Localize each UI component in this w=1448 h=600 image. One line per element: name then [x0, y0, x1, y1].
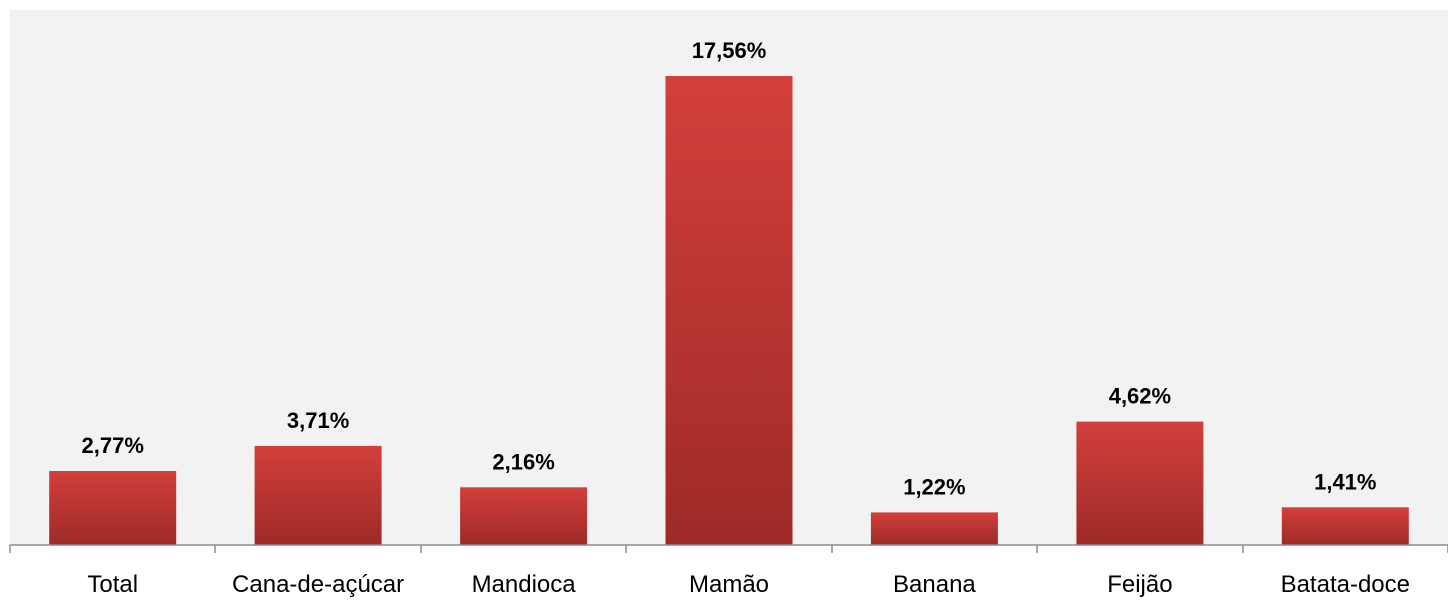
- x-tick-label: Feijão: [1107, 571, 1172, 598]
- data-label: 2,16%: [492, 449, 554, 474]
- data-label: 1,41%: [1314, 469, 1376, 494]
- bar: [665, 76, 793, 545]
- labels-layer: 2,77% Total 3,71% Cana-de-açúcar 2,16% Mandio…: [82, 38, 1411, 598]
- x-tick-label: Cana-de-açúcar: [232, 571, 404, 598]
- x-tick-label: Banana: [893, 571, 976, 598]
- bar: [1281, 507, 1409, 545]
- bar: [460, 487, 588, 545]
- bar: [254, 445, 382, 545]
- x-tick-label: Total: [87, 571, 138, 598]
- bars-layer: [49, 76, 1409, 545]
- x-tick-label: Batata-doce: [1281, 571, 1410, 598]
- data-label: 2,77%: [82, 433, 144, 458]
- data-label: 3,71%: [287, 408, 349, 433]
- x-tick-label: Mamão: [689, 571, 769, 598]
- x-axis: [9, 544, 1448, 553]
- bar: [870, 512, 998, 545]
- data-label: 17,56%: [692, 38, 767, 63]
- x-tick-label: Mandioca: [472, 571, 577, 598]
- bar: [49, 471, 177, 545]
- data-label: 4,62%: [1109, 384, 1171, 409]
- data-label: 1,22%: [903, 474, 965, 499]
- bar: [1076, 421, 1204, 545]
